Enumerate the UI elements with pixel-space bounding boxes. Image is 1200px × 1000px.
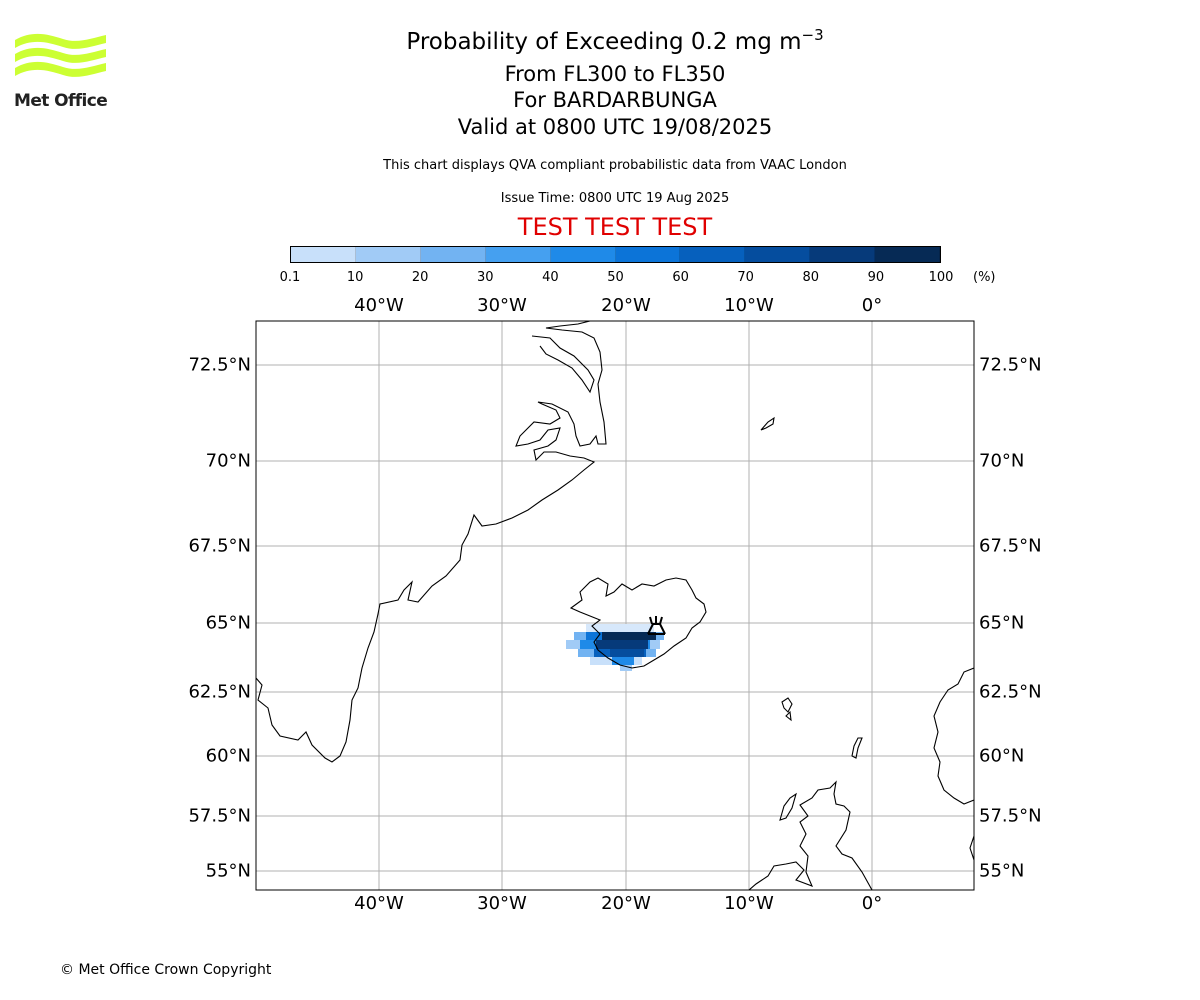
scotland-coast xyxy=(748,780,873,890)
logo-text: Met Office xyxy=(14,91,108,111)
lat-label-right: 65°N xyxy=(979,612,1025,634)
lat-label-right: 55°N xyxy=(979,860,1025,882)
plume-cell xyxy=(620,665,632,671)
lat-label-right: 62.5°N xyxy=(979,681,1042,703)
colorbar-tick-label: 40 xyxy=(542,270,559,285)
colorbar-segment xyxy=(810,247,876,262)
test-banner: TEST TEST TEST xyxy=(517,213,713,241)
colorbar-segment xyxy=(485,247,551,262)
map-background xyxy=(256,321,974,890)
graticule xyxy=(256,321,974,890)
plume-cell xyxy=(586,624,654,632)
copyright-notice: © Met Office Crown Copyright xyxy=(60,962,272,978)
lat-label-left: 72.5°N xyxy=(188,354,251,376)
plume-cell xyxy=(610,649,644,657)
plume-cell xyxy=(602,632,656,640)
colorbar xyxy=(290,246,941,263)
colorbar-tick-label: 80 xyxy=(802,270,820,285)
colorbar-segment xyxy=(291,247,356,262)
met-office-logo xyxy=(15,33,106,77)
flight-levels: From FL300 to FL350 xyxy=(504,62,726,86)
ash-probability-plume xyxy=(566,624,664,671)
denmark-coast xyxy=(969,835,974,861)
volcano-name: For BARDARBUNGA xyxy=(513,88,717,112)
faroe-coast xyxy=(781,697,793,722)
valid-time: Valid at 0800 UTC 19/08/2025 xyxy=(457,115,773,139)
colorbar-tick-label: 90 xyxy=(867,270,885,285)
iceland-coast xyxy=(569,577,707,669)
lon-label-top: 0° xyxy=(861,295,883,316)
issue-time: Issue Time: 0800 UTC 19 Aug 2025 xyxy=(500,191,730,206)
plume-cell xyxy=(612,657,634,665)
map-frame xyxy=(255,320,975,891)
shetland-coast xyxy=(851,737,863,759)
greenland-inlet xyxy=(531,335,595,394)
lat-label-left: 57.5°N xyxy=(188,805,251,827)
colorbar-segment xyxy=(420,247,486,262)
lat-label-left: 62.5°N xyxy=(188,681,251,703)
colorbar-tick-label: 70 xyxy=(737,270,754,285)
volcano-icon xyxy=(647,616,666,635)
lon-label-top: 20°W xyxy=(601,295,651,316)
chart-description: This chart displays QVA compliant probab… xyxy=(383,158,847,173)
colorbar-tick-label: 60 xyxy=(672,270,689,285)
lat-label-left: 65°N xyxy=(205,612,251,634)
lon-label-bottom: 30°W xyxy=(477,893,527,914)
colorbar-tick-label: 50 xyxy=(607,270,624,285)
colorbar-tick-label: 0.1 xyxy=(279,270,301,285)
lat-label-right: 70°N xyxy=(979,450,1025,472)
colorbar-tick-label: 20 xyxy=(411,270,429,285)
colorbar-segment xyxy=(745,247,811,262)
lon-label-bottom: 40°W xyxy=(354,893,404,914)
lat-label-left: 67.5°N xyxy=(188,535,251,557)
colorbar-segment xyxy=(550,247,616,262)
lon-label-bottom: 10°W xyxy=(724,893,774,914)
colorbar-unit: (%) xyxy=(973,270,996,285)
colorbar-tick-label: 100 xyxy=(928,270,954,285)
norway-coast xyxy=(933,667,974,805)
lat-label-left: 60°N xyxy=(205,745,251,767)
plume-cell xyxy=(596,640,648,649)
lat-label-left: 70°N xyxy=(205,450,251,472)
title-exponent: −3 xyxy=(801,26,824,44)
lat-label-right: 67.5°N xyxy=(979,535,1042,557)
title-prefix: Probability of Exceeding 0.2 mg m xyxy=(406,29,802,55)
colorbar-segment xyxy=(680,247,746,262)
colorbar-tick-label: 30 xyxy=(477,270,494,285)
lon-label-top: 30°W xyxy=(477,295,527,316)
lat-label-right: 60°N xyxy=(979,745,1025,767)
chart-title: Probability of Exceeding 0.2 mg m−3 xyxy=(315,26,915,55)
lat-label-right: 72.5°N xyxy=(979,354,1042,376)
greenland-coast xyxy=(256,321,607,763)
jan-mayen-coast xyxy=(760,416,775,431)
colorbar-segment xyxy=(875,247,941,262)
hebrides-coast xyxy=(779,792,797,821)
lat-label-left: 55°N xyxy=(205,860,251,882)
lat-label-right: 57.5°N xyxy=(979,805,1042,827)
colorbar-tick-label: 10 xyxy=(346,270,364,285)
lon-label-top: 40°W xyxy=(354,295,404,316)
lon-label-bottom: 0° xyxy=(861,893,883,914)
lon-label-bottom: 20°W xyxy=(601,893,651,914)
colorbar-segment xyxy=(355,247,421,262)
coastlines xyxy=(256,321,974,890)
lon-label-top: 10°W xyxy=(724,295,774,316)
colorbar-segment xyxy=(615,247,681,262)
